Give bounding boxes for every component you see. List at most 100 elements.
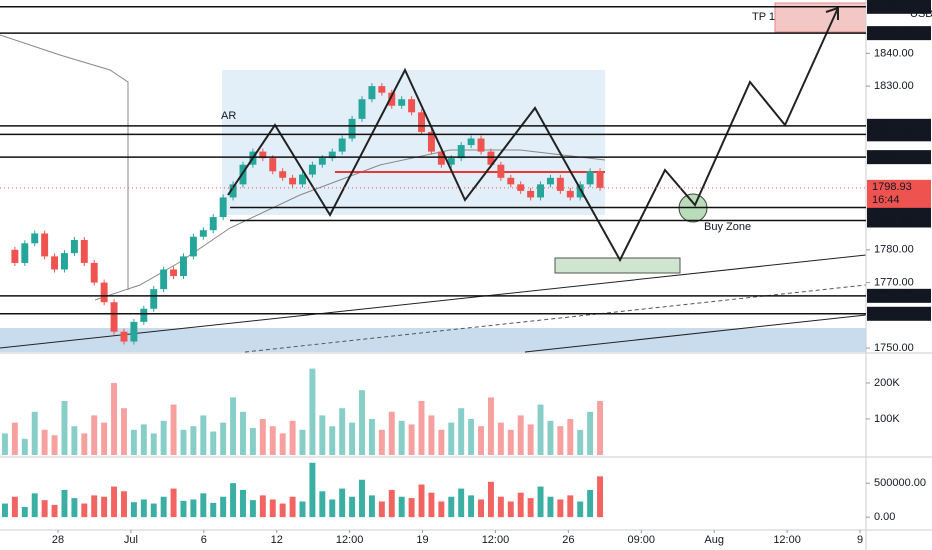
candle-body [170,269,178,277]
volume-bar [587,489,594,518]
volume-bar [527,498,534,518]
volume-bar [170,488,177,518]
buy-zone-box [554,257,681,274]
volume-bar [339,408,346,455]
volume-bar [368,419,375,455]
volume-bar [259,495,266,518]
candle-body [219,197,227,218]
candle-body [60,253,68,270]
volume-bar [309,368,316,455]
x-tick-label: 26 [562,534,574,546]
candle-body [70,240,78,254]
price-level-label: 1788.96 [872,214,912,226]
volume-bar [428,492,435,518]
volume-bar [210,431,217,455]
volume-bar [517,492,524,518]
volume-bar [418,484,425,518]
volume-bar [249,500,256,518]
volume-bar [121,491,127,518]
x-tick-label: 6 [201,534,207,546]
volume-bar [61,489,68,518]
volume-bar [468,419,475,455]
volume-bar [160,420,167,455]
volume-bar [408,424,415,455]
candle-body [467,138,475,146]
candle-body [566,190,574,198]
buy-zone-label: Buy Zone [704,221,751,233]
moving-average [0,34,129,290]
volume-bar [41,429,48,455]
volume-bar [130,429,137,455]
price-level-label: 1808.31 [872,151,912,163]
volume-bar [319,415,326,455]
volume-bar [240,411,246,455]
x-tick-label: Aug [704,534,724,546]
volume-bar [140,499,147,518]
candle-body [537,184,545,198]
volume-bar [111,383,118,455]
volume-bar [359,390,365,455]
volume-bar [160,496,167,518]
price-level-tag [867,306,931,321]
volume-bar [497,422,504,455]
volume-bar [150,503,157,518]
volume-bar [299,429,306,455]
candle-body [477,138,485,152]
volume-bar [289,496,296,518]
y-tick-label: 1840.00 [874,47,914,59]
price-level-tag [867,213,931,228]
candle-body [586,171,594,185]
projection-arrow [825,6,839,20]
volume-bar [269,426,276,455]
volume-bar [180,429,187,455]
x-tick-label: 28 [52,534,64,546]
volume-bar [101,422,108,455]
candle-body [21,243,29,263]
volume-bar [537,486,544,518]
x-tick-label: 12 [271,534,283,546]
candle-body [556,177,564,191]
volume-bar [349,422,356,455]
volume-bar [487,397,494,455]
volume-bar [398,420,405,455]
volume-bar [240,489,246,518]
value-area [222,70,605,215]
volume-bar [230,483,237,518]
candle-body [338,138,346,152]
candle-body [180,256,187,277]
y-tick-label: 0.00 [874,511,895,523]
candle-body [427,131,435,152]
x-tick-label: 19 [416,534,428,546]
candle-body [130,321,138,342]
volume-bar [259,419,266,455]
volume-bar [547,496,554,518]
volume-bar [31,493,38,518]
candle-body [497,164,505,178]
candle-body [150,289,158,309]
volume-bar [200,493,207,518]
candle-body [596,171,604,188]
trend-line [0,254,867,349]
price-level-label: 1815.28 [872,128,912,140]
volume-bar [418,401,425,455]
x-tick-label: 12:00 [336,534,364,546]
volume-bar [130,502,137,518]
volume-bar [507,501,514,518]
volume-bar [378,429,385,455]
y-tick-label: 1750.00 [874,342,914,354]
volume-bar [517,415,524,455]
price-level-tag [867,26,931,41]
price-level-tag [867,0,931,14]
volume-bar [81,433,88,455]
candle-body [239,164,247,185]
candle-body [437,151,445,165]
volume-bar [140,424,147,455]
candle-body [229,184,237,198]
price-level-label: 1854.22 [872,1,912,13]
candle-body [368,86,376,100]
volume-bar [587,411,594,455]
volume-bar [507,429,514,455]
volume-bar [458,408,465,455]
volume-bar [279,503,286,518]
volume-bar [567,495,574,518]
